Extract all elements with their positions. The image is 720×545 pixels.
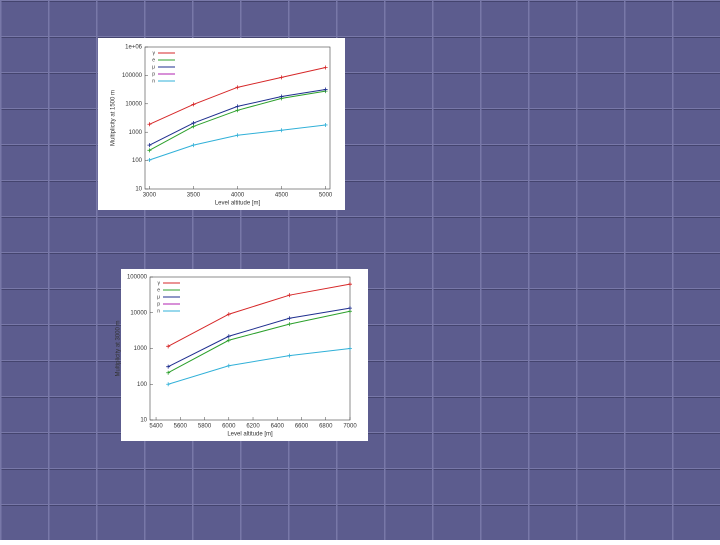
x-tick-label: 6600 bbox=[295, 424, 309, 430]
x-tick-label: 5400 bbox=[149, 424, 163, 430]
point bbox=[235, 133, 240, 138]
point bbox=[147, 143, 152, 148]
x-tick-label: 6000 bbox=[222, 424, 236, 430]
point bbox=[348, 306, 352, 311]
y-tick-label: 1e+06 bbox=[125, 45, 143, 51]
y-tick-label: 10 bbox=[140, 418, 147, 424]
legend-label: e bbox=[157, 287, 160, 293]
legend-label: μ bbox=[152, 64, 155, 70]
x-tick-label: 5600 bbox=[174, 424, 188, 430]
x-tick-label: 6400 bbox=[271, 424, 285, 430]
point bbox=[279, 128, 284, 133]
point bbox=[147, 157, 152, 162]
y-tick-label: 100000 bbox=[122, 73, 143, 79]
point bbox=[226, 334, 231, 339]
y-tick-label: 100 bbox=[137, 382, 148, 388]
point bbox=[235, 108, 240, 113]
legend-label: p bbox=[152, 71, 155, 77]
point bbox=[323, 122, 328, 127]
chart-panel bbox=[121, 269, 368, 441]
point bbox=[323, 65, 328, 70]
x-tick-label: 6800 bbox=[319, 424, 333, 430]
y-tick-label: 1000 bbox=[134, 346, 148, 352]
y-tick-label: 100000 bbox=[127, 275, 148, 281]
x-axis-label: Level altitude [m] bbox=[227, 432, 273, 438]
point bbox=[279, 75, 284, 80]
legend-label: e bbox=[152, 57, 155, 63]
point bbox=[226, 338, 231, 343]
x-tick-label: 4000 bbox=[231, 193, 245, 199]
point bbox=[191, 143, 196, 148]
series-line bbox=[167, 283, 351, 347]
series-line bbox=[167, 307, 351, 368]
y-tick-label: 1000 bbox=[129, 130, 143, 136]
point bbox=[235, 85, 240, 90]
legend-label: n bbox=[152, 78, 155, 84]
point bbox=[226, 312, 231, 317]
y-tick-label: 10000 bbox=[130, 310, 147, 316]
point bbox=[287, 353, 292, 358]
point bbox=[166, 382, 171, 387]
legend-label: γ bbox=[158, 280, 161, 286]
point bbox=[226, 363, 231, 368]
point bbox=[191, 124, 196, 129]
x-axis-label: Level altitude [m] bbox=[215, 201, 261, 207]
x-tick-label: 5000 bbox=[319, 193, 333, 199]
legend-label: n bbox=[157, 308, 160, 314]
point bbox=[147, 148, 152, 153]
legend-label: μ bbox=[157, 294, 160, 300]
point bbox=[191, 121, 196, 126]
x-tick-label: 7000 bbox=[343, 424, 357, 430]
y-axis-label: Multiplicity at 1500 m bbox=[111, 90, 117, 146]
point bbox=[166, 370, 171, 375]
point bbox=[323, 87, 328, 92]
point bbox=[287, 322, 292, 327]
x-tick-label: 6200 bbox=[246, 424, 260, 430]
x-tick-label: 3500 bbox=[187, 193, 201, 199]
x-tick-label: 5800 bbox=[198, 424, 212, 430]
point bbox=[287, 316, 292, 321]
point bbox=[191, 102, 196, 107]
y-tick-label: 100 bbox=[132, 158, 143, 164]
point bbox=[348, 346, 352, 351]
point bbox=[279, 94, 284, 99]
chart-panel bbox=[98, 38, 345, 210]
point bbox=[166, 364, 171, 369]
point bbox=[348, 282, 352, 287]
y-tick-label: 10000 bbox=[125, 101, 142, 107]
legend-label: p bbox=[157, 301, 160, 307]
series-line bbox=[168, 348, 351, 385]
point bbox=[147, 122, 152, 127]
point bbox=[235, 104, 240, 109]
y-tick-label: 10 bbox=[135, 187, 142, 193]
x-tick-label: 4500 bbox=[275, 193, 289, 199]
point bbox=[166, 344, 171, 349]
x-tick-label: 3000 bbox=[143, 193, 157, 199]
point bbox=[287, 293, 292, 298]
y-axis-label: Multiplicity at 3000 m bbox=[116, 320, 122, 376]
series-line bbox=[167, 310, 351, 374]
legend-label: γ bbox=[153, 50, 156, 56]
